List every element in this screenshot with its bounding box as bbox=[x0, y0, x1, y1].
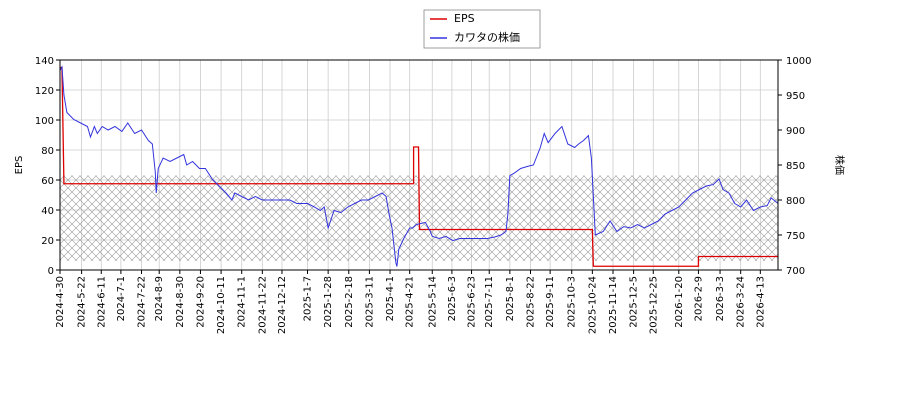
right-tick-label: 900 bbox=[786, 126, 805, 137]
x-tick-label: 2024-4-30 bbox=[55, 276, 66, 328]
x-tick-label: 2026-4-13 bbox=[755, 276, 766, 328]
x-tick-label: 2025-10-24 bbox=[587, 276, 598, 334]
x-tick-label: 2025-8-1 bbox=[505, 276, 516, 321]
x-tick-label: 2024-7-1 bbox=[116, 276, 127, 321]
x-tick-label: 2024-12-12 bbox=[277, 276, 288, 334]
x-tick-label: 2025-1-28 bbox=[323, 276, 334, 328]
right-axis-label: 株価 bbox=[833, 155, 846, 175]
legend: EPS カワタの株価 bbox=[423, 9, 541, 49]
right-tick-label: 750 bbox=[786, 231, 805, 242]
x-tick-label: 2024-11-1 bbox=[237, 276, 248, 328]
x-tick-label: 2024-8-9 bbox=[154, 276, 165, 321]
left-tick-label: 140 bbox=[35, 56, 54, 67]
x-tick-label: 2025-5-14 bbox=[427, 276, 438, 328]
x-tick-label: 2025-12-5 bbox=[629, 276, 640, 328]
x-tick-label: 2024-6-11 bbox=[96, 276, 107, 328]
x-tick-label: 2025-2-18 bbox=[344, 276, 355, 328]
x-tick-label: 2025-10-3 bbox=[567, 276, 578, 328]
x-tick-label: 2025-7-11 bbox=[484, 276, 495, 328]
x-tick-label: 2024-9-20 bbox=[195, 276, 206, 328]
x-tick-label: 2025-4-1 bbox=[385, 276, 396, 321]
x-tick-label: 2024-7-22 bbox=[137, 276, 148, 328]
legend-label-price: カワタの株価 bbox=[454, 30, 520, 44]
x-tick-label: 2024-10-11 bbox=[216, 276, 227, 334]
left-tick-label: 20 bbox=[41, 236, 54, 247]
x-tick-label: 2026-1-20 bbox=[674, 276, 685, 328]
x-tick-label: 2025-9-11 bbox=[545, 276, 556, 328]
left-tick-label: 0 bbox=[48, 266, 54, 277]
x-tick-label: 2025-3-11 bbox=[364, 276, 375, 328]
x-tick-label: 2026-3-3 bbox=[715, 276, 726, 321]
left-tick-label: 80 bbox=[41, 146, 54, 157]
price-series-line bbox=[59, 65, 779, 267]
x-tick-label: 2026-2-9 bbox=[693, 276, 704, 321]
right-tick-label: 1000 bbox=[786, 56, 811, 67]
x-tick-label: 2025-8-22 bbox=[525, 276, 536, 328]
left-tick-label: 120 bbox=[35, 86, 54, 97]
right-tick-label: 700 bbox=[786, 266, 805, 277]
x-tick-label: 2026-3-24 bbox=[736, 276, 747, 328]
left-tick-label: 40 bbox=[41, 206, 54, 217]
eps-series-line bbox=[60, 66, 778, 267]
right-tick-label: 800 bbox=[786, 196, 805, 207]
x-tick-label: 2025-1-7 bbox=[303, 276, 314, 321]
right-tick-label: 850 bbox=[786, 161, 805, 172]
x-tick-label: 2025-11-14 bbox=[608, 276, 619, 334]
x-tick-label: 2024-11-22 bbox=[257, 276, 268, 334]
x-tick-label: 2025-12-25 bbox=[648, 276, 659, 334]
x-tick-label: 2024-8-30 bbox=[175, 276, 186, 328]
left-axis-label: EPS bbox=[14, 156, 25, 175]
x-tick-label: 2024-5-22 bbox=[77, 276, 88, 328]
right-tick-label: 950 bbox=[786, 91, 805, 102]
legend-box bbox=[423, 9, 541, 49]
x-tick-label: 2025-6-23 bbox=[467, 276, 478, 328]
left-tick-label: 100 bbox=[35, 116, 54, 127]
left-tick-label: 60 bbox=[41, 176, 54, 187]
x-tick-label: 2025-4-21 bbox=[405, 276, 416, 328]
x-tick-label: 2025-6-3 bbox=[447, 276, 458, 321]
legend-label-eps: EPS bbox=[454, 12, 475, 25]
